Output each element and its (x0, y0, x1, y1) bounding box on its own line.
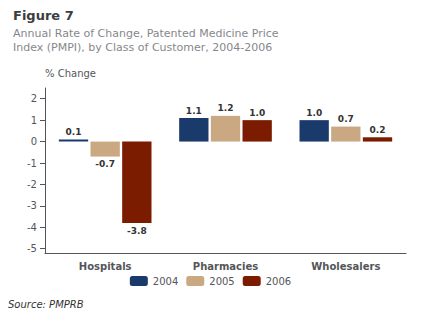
svg-text:Hospitals: Hospitals (79, 261, 132, 272)
svg-text:Index (PMPI), by Class of Cust: Index (PMPI), by Class of Customer, 2004… (13, 41, 272, 54)
svg-text:1: 1 (31, 115, 37, 126)
svg-text:0.1: 0.1 (66, 127, 82, 137)
svg-text:1.0: 1.0 (249, 108, 265, 118)
svg-text:Figure 7: Figure 7 (13, 8, 74, 23)
svg-text:0: 0 (31, 136, 37, 147)
svg-text:-3.8: -3.8 (127, 226, 147, 236)
svg-text:Pharmacies: Pharmacies (193, 261, 258, 272)
svg-text:-2: -2 (27, 179, 37, 190)
svg-text:-4: -4 (27, 222, 37, 233)
svg-text:1.0: 1.0 (306, 108, 322, 118)
svg-text:2006: 2006 (266, 276, 291, 287)
svg-text:0.2: 0.2 (370, 125, 386, 135)
svg-text:1.1: 1.1 (186, 106, 202, 116)
svg-text:Source: PMPRB: Source: PMPRB (8, 299, 84, 310)
svg-text:-3: -3 (27, 200, 37, 211)
svg-text:2005: 2005 (209, 276, 234, 287)
svg-text:2: 2 (31, 93, 37, 104)
svg-text:2004: 2004 (153, 276, 178, 287)
svg-text:0.7: 0.7 (338, 114, 354, 124)
svg-text:Wholesalers: Wholesalers (311, 261, 380, 272)
svg-text:-0.7: -0.7 (95, 159, 115, 169)
svg-text:Annual Rate of Change, Patente: Annual Rate of Change, Patented Medicine… (13, 27, 279, 40)
svg-text:1.2: 1.2 (218, 103, 234, 113)
svg-text:-1: -1 (27, 158, 37, 169)
svg-text:% Change: % Change (45, 68, 96, 79)
svg-text:-5: -5 (27, 243, 37, 254)
